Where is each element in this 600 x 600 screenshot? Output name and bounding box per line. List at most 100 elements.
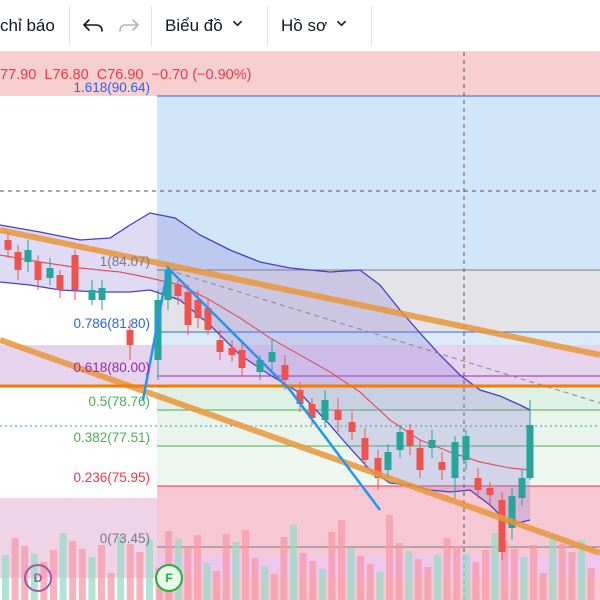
volume-bar [299, 553, 307, 600]
candle-body [238, 350, 246, 368]
volume-bar [328, 532, 336, 600]
volume-bar [184, 547, 192, 600]
candle-body [256, 360, 264, 372]
volume-bar [501, 541, 509, 600]
price-chart[interactable]: 1.618(90.64) 1(84.07) 0.786(81.80) 0.618(80… [0, 52, 600, 600]
candle-body [526, 425, 534, 478]
candle-body [451, 442, 459, 478]
candle-body [406, 430, 414, 446]
candle-body [296, 390, 304, 404]
short-position-zone [0, 52, 600, 96]
candle-body [34, 262, 42, 280]
volume-bar [539, 573, 547, 600]
fib-zone-green-light [157, 410, 600, 446]
candle-body [396, 432, 404, 450]
candle-body [268, 352, 276, 362]
candle-body [46, 268, 54, 278]
dividend-marker[interactable]: D [24, 564, 52, 592]
chevron-down-icon [337, 20, 346, 27]
elliott-wave[interactable] [141, 265, 381, 511]
candle-body [486, 488, 494, 495]
toolbar-divider [69, 6, 70, 46]
candle-body [348, 422, 356, 432]
chart-area[interactable]: 1.618(90.64) 1(84.07) 0.786(81.80) 0.618(80… [0, 52, 600, 600]
volume-bars [2, 515, 595, 600]
candle-body [56, 275, 64, 290]
fib-level-label: 0.5(78.76) [88, 394, 150, 409]
volume-bar [395, 543, 403, 600]
candle-body [194, 300, 202, 318]
volume-bar [213, 571, 221, 600]
volume-bar [472, 562, 480, 600]
volume-bar [261, 566, 269, 600]
candle-body [498, 500, 506, 552]
ohlc-legend: 77.90 L76.80 C76.90 −0.70 (−0.90%) [0, 67, 255, 85]
channel-upper-line[interactable] [0, 227, 600, 358]
volume-bar [309, 561, 317, 600]
fib-level-label: 0(73.45) [100, 531, 150, 546]
volume-bar [242, 530, 249, 600]
volume-bar [414, 559, 422, 600]
fib-level-label: 0.786(81.80) [73, 316, 150, 331]
ohlc-change: −0.70 (−0.90%) [151, 67, 252, 83]
candle-body [154, 300, 162, 360]
chart-menu-button[interactable]: Biểu đồ [165, 0, 265, 51]
volume-bar [194, 535, 201, 600]
volume-bar [251, 558, 259, 600]
ohlc-low: L76.80 [44, 67, 89, 83]
volume-bar [11, 538, 19, 600]
ohlc-high: 77.90 [0, 67, 37, 83]
candle-body [164, 270, 172, 300]
indicators-button[interactable]: chỉ báo [0, 0, 69, 51]
candle-body [374, 458, 382, 478]
candle-body [4, 240, 12, 250]
indicators-label: chỉ báo [0, 15, 55, 35]
volume-bar [558, 544, 566, 600]
candle-body [98, 288, 106, 300]
volume-bar [136, 552, 144, 600]
candlesticks [4, 232, 534, 560]
candle-body [14, 252, 22, 270]
volume-bar [462, 554, 470, 600]
candle-body [184, 292, 192, 325]
candle-body [308, 404, 316, 418]
candle-body [281, 365, 289, 380]
candle-body [24, 250, 32, 262]
toolbar-divider [151, 6, 152, 46]
candle-body [474, 478, 482, 490]
profile-menu-button[interactable]: Hồ sơ [281, 0, 371, 51]
volume-bar [78, 549, 86, 600]
fundamental-marker[interactable]: F [155, 564, 183, 592]
volume-bar [520, 557, 528, 600]
volume-bar [117, 536, 125, 600]
bollinger-upper [0, 212, 531, 411]
volume-bar [290, 525, 297, 600]
candle-body [88, 290, 96, 300]
volume-bar [232, 542, 240, 600]
volume-bar [203, 563, 211, 600]
redo-icon [119, 18, 139, 32]
trend-dashed-line[interactable] [167, 269, 600, 404]
undo-icon [83, 18, 103, 32]
redo-button[interactable] [114, 0, 144, 51]
fib-zone-green [157, 386, 600, 410]
candle-body [204, 308, 212, 330]
volume-bar [453, 546, 461, 600]
fib-level-label: 0.382(77.51) [73, 430, 150, 445]
volume-bar [98, 545, 105, 600]
candle-body [71, 255, 79, 290]
volume-bar [434, 555, 441, 600]
volume-bar [510, 549, 518, 600]
volume-bar [405, 551, 413, 600]
candle-body [334, 410, 342, 420]
profile-menu-label: Hồ sơ [281, 15, 328, 35]
channel-lower-line[interactable] [0, 337, 600, 556]
fib-extension-zone [157, 96, 600, 270]
candle-body [518, 478, 526, 498]
volume-bar [549, 536, 557, 600]
toolbar-divider [267, 6, 268, 46]
volume-bar [338, 520, 345, 600]
undo-button[interactable] [78, 0, 108, 51]
toolbar-divider [371, 6, 372, 46]
volume-bar [578, 540, 585, 600]
